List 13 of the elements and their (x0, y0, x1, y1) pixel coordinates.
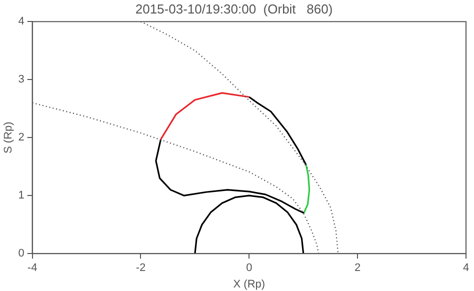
x-tick-label: -4 (27, 262, 38, 274)
x-axis-title: X (Rp) (233, 278, 266, 290)
x-tick-label: 4 (462, 262, 470, 274)
x-tick-label: 0 (246, 262, 252, 274)
y-tick-label: 3 (18, 74, 24, 86)
x-tick-label: -2 (136, 262, 146, 274)
chart-title: 2015-03-10/19:30:00 (Orbit 860) (135, 1, 333, 16)
y-tick-label: 4 (18, 16, 24, 28)
x-tick-label: 2 (354, 262, 361, 274)
y-tick-label: 1 (18, 190, 24, 202)
y-tick-label: 2 (18, 132, 24, 144)
y-axis-title: S (Rp) (2, 122, 15, 154)
y-tick-label: 0 (18, 248, 24, 260)
